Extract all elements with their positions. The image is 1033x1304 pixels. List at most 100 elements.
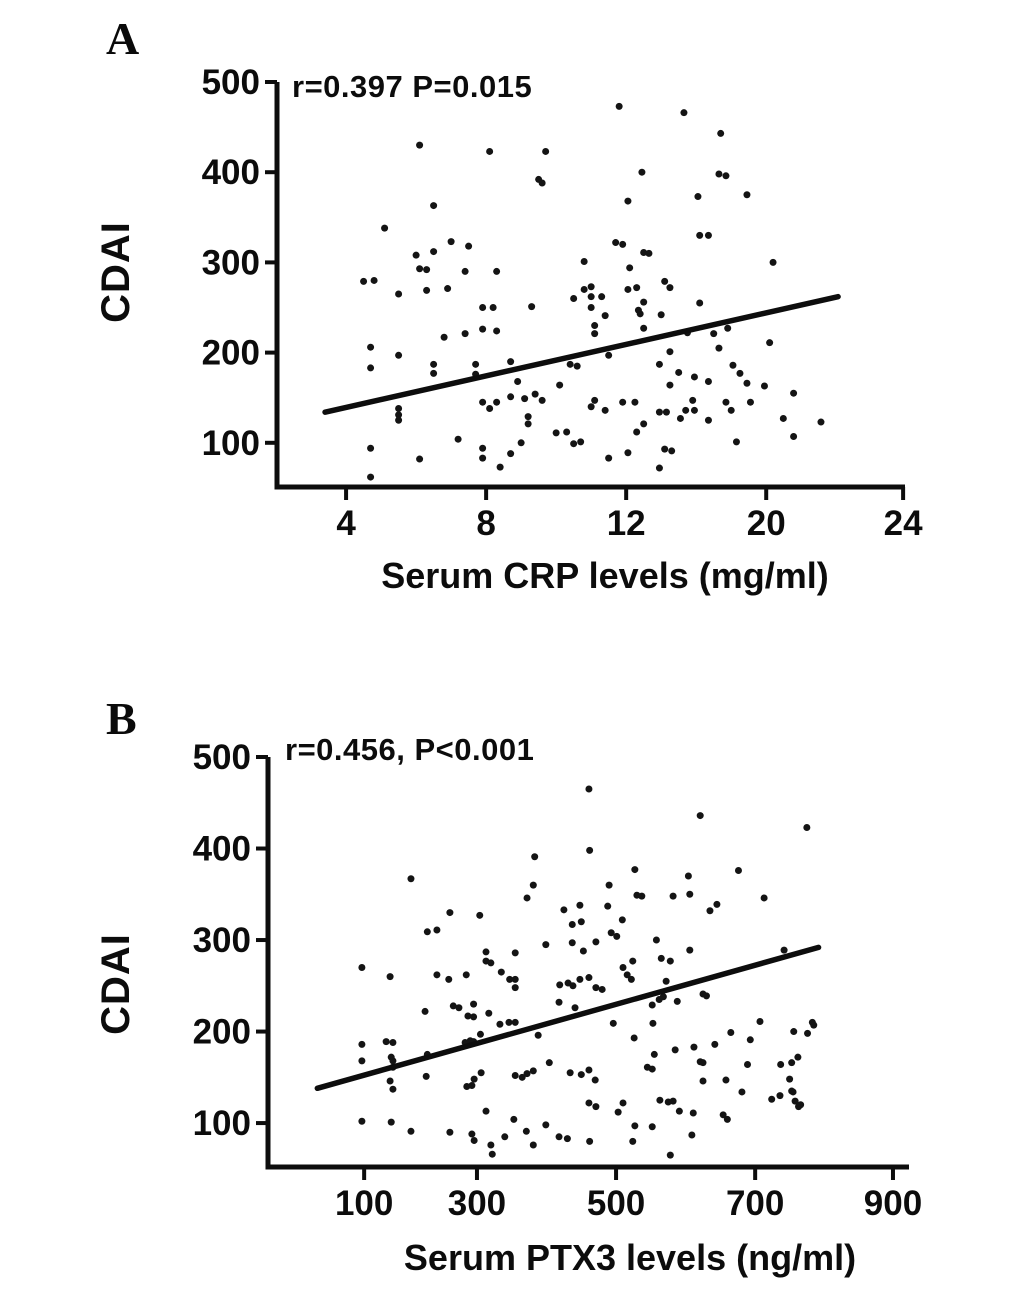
data-point: [627, 975, 635, 983]
data-point: [576, 975, 584, 983]
correlation-annotation-a: r=0.397 P=0.015: [292, 69, 533, 104]
data-point: [367, 473, 375, 481]
data-point: [587, 283, 595, 291]
data-point: [657, 311, 665, 319]
data-point: [743, 191, 751, 199]
data-point: [538, 396, 546, 404]
data-point: [358, 1057, 366, 1065]
data-point: [640, 298, 648, 306]
data-point: [585, 1066, 593, 1074]
data-point: [729, 361, 737, 369]
data-point: [367, 343, 375, 351]
data-point: [569, 982, 577, 990]
data-point: [609, 1019, 617, 1027]
data-point: [618, 916, 626, 924]
data-point: [587, 403, 595, 411]
data-point: [479, 398, 487, 406]
data-point: [511, 975, 519, 983]
data-point: [501, 1133, 509, 1141]
x-tick-label: 8: [476, 504, 495, 543]
data-point: [696, 299, 704, 307]
data-point: [416, 455, 424, 463]
data-point: [675, 1107, 683, 1115]
data-point: [454, 435, 462, 443]
data-point: [666, 348, 674, 356]
data-point: [568, 939, 576, 947]
data-point: [529, 1067, 537, 1075]
data-point: [689, 396, 697, 404]
data-point: [598, 293, 606, 301]
correlation-annotation-b: r=0.456, P<0.001: [285, 732, 535, 767]
data-point: [433, 926, 441, 934]
data-point: [381, 224, 389, 232]
data-point: [648, 1001, 656, 1009]
data-point: [570, 440, 578, 448]
data-point: [629, 957, 637, 965]
data-point: [528, 303, 536, 311]
data-point: [493, 398, 501, 406]
data-point: [650, 1050, 658, 1058]
data-point: [666, 284, 674, 292]
data-point: [673, 997, 681, 1005]
data-point: [510, 1115, 518, 1123]
data-point: [636, 310, 644, 318]
data-point: [430, 369, 438, 377]
data-point: [598, 985, 606, 993]
data-point: [395, 416, 403, 424]
data-point: [571, 1004, 579, 1012]
data-point: [715, 170, 723, 178]
data-point: [768, 1095, 776, 1103]
y-axis-title-a: CDAI: [94, 221, 138, 323]
data-point: [727, 1028, 735, 1036]
data-point: [624, 197, 632, 205]
data-point: [713, 900, 721, 908]
data-point: [655, 996, 663, 1004]
data-point: [788, 1087, 796, 1095]
data-point: [790, 432, 798, 440]
data-point: [704, 231, 712, 239]
data-point: [387, 1118, 395, 1126]
data-point: [591, 396, 599, 404]
data-point: [631, 866, 639, 874]
data-point: [631, 398, 639, 406]
data-point: [744, 1061, 752, 1068]
data-point: [604, 902, 612, 910]
data-point: [780, 946, 788, 954]
data-point: [668, 447, 676, 455]
data-point: [736, 369, 744, 377]
panel-label-a: A: [106, 13, 140, 64]
trend-line: [314, 944, 822, 1092]
data-point: [521, 395, 529, 403]
x-tick-label: 700: [726, 1184, 784, 1223]
data-point: [619, 963, 627, 971]
y-tick-label: 400: [193, 830, 251, 869]
data-point: [648, 1065, 656, 1073]
data-point: [779, 414, 787, 422]
data-point: [631, 1122, 639, 1130]
data-point: [601, 312, 609, 320]
data-point: [542, 147, 550, 155]
data-point: [395, 351, 403, 359]
data-point: [444, 285, 452, 293]
data-point: [360, 277, 368, 285]
data-point: [722, 172, 730, 180]
y-tick-label: 200: [193, 1013, 251, 1052]
data-point: [447, 238, 455, 246]
data-point: [580, 285, 588, 293]
data-point: [727, 406, 735, 414]
data-point: [591, 330, 599, 338]
data-point: [794, 1053, 802, 1061]
data-point: [506, 975, 514, 983]
data-point: [686, 890, 694, 898]
data-point: [479, 325, 487, 333]
x-tick-label: 300: [448, 1184, 506, 1223]
data-point: [461, 267, 469, 275]
data-point: [465, 242, 473, 250]
data-point: [487, 959, 495, 967]
data-point: [704, 416, 712, 424]
data-point: [507, 450, 515, 458]
data-point: [531, 390, 539, 398]
data-point: [715, 344, 723, 352]
data-point: [790, 1028, 798, 1036]
